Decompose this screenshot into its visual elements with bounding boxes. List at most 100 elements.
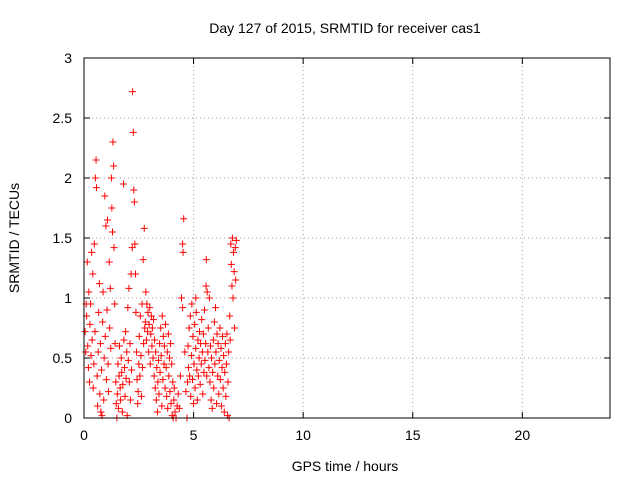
data-point bbox=[209, 368, 217, 376]
data-point bbox=[201, 356, 209, 364]
data-point bbox=[139, 256, 147, 264]
data-point bbox=[96, 340, 104, 348]
data-point bbox=[157, 324, 165, 332]
data-point bbox=[207, 396, 215, 404]
data-point bbox=[101, 192, 109, 200]
data-point bbox=[232, 276, 240, 284]
data-point bbox=[137, 352, 145, 360]
data-point bbox=[130, 186, 138, 194]
data-point bbox=[99, 288, 107, 296]
data-point bbox=[191, 384, 199, 392]
data-point bbox=[92, 156, 100, 164]
data-point bbox=[117, 354, 125, 362]
data-point bbox=[200, 368, 208, 376]
data-point bbox=[114, 360, 122, 368]
tick-marks bbox=[83, 57, 610, 419]
data-point bbox=[204, 324, 212, 332]
data-point bbox=[105, 258, 113, 266]
data-point bbox=[164, 404, 172, 412]
data-point bbox=[210, 384, 218, 392]
data-point bbox=[133, 376, 141, 384]
data-point bbox=[125, 284, 133, 292]
data-point bbox=[202, 340, 210, 348]
data-point bbox=[113, 390, 121, 398]
data-point bbox=[202, 256, 210, 264]
data-point bbox=[153, 408, 161, 416]
data-point bbox=[167, 340, 175, 348]
data-point bbox=[118, 368, 126, 376]
data-point bbox=[214, 340, 222, 348]
data-point bbox=[150, 372, 158, 380]
data-point bbox=[194, 336, 202, 344]
data-point bbox=[231, 244, 239, 252]
data-point bbox=[184, 342, 192, 350]
data-point bbox=[224, 378, 232, 386]
data-point bbox=[131, 240, 139, 248]
data-point bbox=[121, 364, 129, 372]
data-point bbox=[210, 318, 218, 326]
data-point bbox=[187, 392, 195, 400]
data-point bbox=[99, 318, 107, 326]
data-point bbox=[185, 324, 193, 332]
data-point bbox=[203, 288, 211, 296]
data-point bbox=[212, 348, 220, 356]
data-point bbox=[208, 404, 216, 412]
data-point bbox=[174, 390, 182, 398]
data-point bbox=[218, 364, 226, 372]
data-point bbox=[120, 336, 128, 344]
data-point bbox=[129, 128, 137, 136]
data-point bbox=[94, 402, 102, 410]
data-point bbox=[213, 330, 221, 338]
data-point bbox=[132, 308, 140, 316]
data-point bbox=[159, 332, 167, 340]
data-point bbox=[211, 360, 219, 368]
data-point bbox=[170, 384, 178, 392]
data-point bbox=[147, 312, 155, 320]
data-point bbox=[86, 320, 94, 328]
data-point bbox=[123, 348, 131, 356]
data-point bbox=[85, 288, 93, 296]
data-point bbox=[97, 408, 105, 416]
data-point bbox=[158, 402, 166, 410]
y-tick-label: 2 bbox=[64, 170, 72, 186]
data-point bbox=[226, 312, 234, 320]
data-point bbox=[108, 204, 116, 212]
data-point bbox=[208, 354, 216, 362]
data-point bbox=[112, 378, 120, 386]
x-tick-label: 5 bbox=[190, 427, 198, 443]
data-point bbox=[221, 368, 229, 376]
data-point bbox=[178, 294, 186, 302]
data-point bbox=[90, 360, 98, 368]
data-point bbox=[136, 372, 144, 380]
data-point bbox=[196, 328, 204, 336]
data-point bbox=[84, 364, 92, 372]
data-point bbox=[183, 378, 191, 386]
data-points bbox=[81, 88, 240, 422]
data-point bbox=[136, 312, 144, 320]
data-point bbox=[103, 216, 111, 224]
data-point bbox=[219, 384, 227, 392]
data-point bbox=[204, 348, 212, 356]
y-tick-label: 0.5 bbox=[53, 350, 73, 366]
data-point bbox=[192, 344, 200, 352]
data-point bbox=[141, 318, 149, 326]
data-point bbox=[87, 300, 95, 308]
data-point bbox=[135, 332, 143, 340]
x-axis-label: GPS time / hours bbox=[292, 458, 399, 474]
data-point bbox=[159, 376, 167, 384]
data-point bbox=[142, 336, 150, 344]
y-tick-label: 3 bbox=[64, 50, 72, 66]
chart-title: Day 127 of 2015, SRMTID for receiver cas… bbox=[209, 20, 481, 36]
data-point bbox=[223, 330, 231, 338]
data-point bbox=[122, 328, 130, 336]
data-point bbox=[162, 320, 170, 328]
y-tick-label: 1 bbox=[64, 290, 72, 306]
grid bbox=[84, 58, 610, 418]
data-point bbox=[171, 408, 179, 416]
data-point bbox=[155, 390, 163, 398]
data-point bbox=[222, 360, 230, 368]
data-point bbox=[133, 348, 141, 356]
data-point bbox=[114, 404, 122, 412]
data-point bbox=[111, 300, 119, 308]
